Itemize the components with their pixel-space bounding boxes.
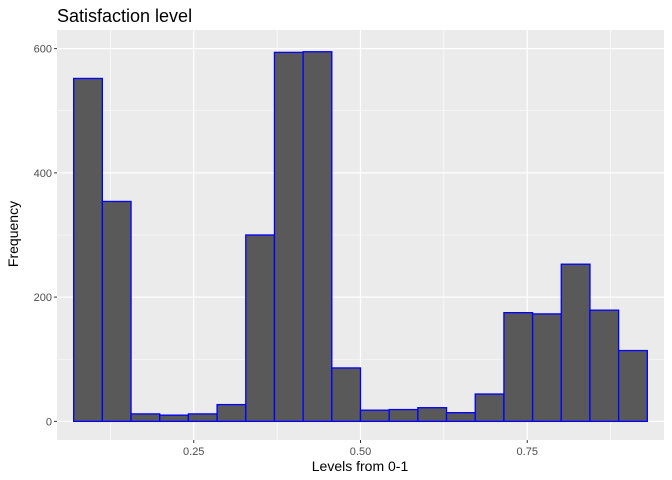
histogram-bar [417, 407, 448, 423]
histogram-bar [73, 77, 104, 423]
y-axis-title: Frequency [5, 201, 21, 267]
histogram-bar [273, 51, 304, 423]
y-tick-label: 0 [46, 416, 52, 428]
histogram-bar [159, 414, 190, 423]
y-axis-ticks: 0 200 400 600 [34, 44, 57, 428]
x-tick-label: 0.25 [183, 446, 204, 458]
histogram-bar [388, 408, 419, 423]
histogram-bar [187, 413, 218, 423]
histogram-bar [101, 200, 132, 423]
histogram-bar [560, 263, 591, 423]
histogram-bar [302, 51, 333, 423]
histogram-bar [589, 309, 620, 423]
x-axis-ticks: 0.25 0.50 0.75 [183, 440, 538, 458]
histogram-bar [617, 349, 648, 423]
histogram-bar [531, 313, 562, 423]
histogram-bar [503, 312, 534, 423]
histogram-bar [474, 393, 505, 423]
histogram-bar [216, 403, 247, 423]
histogram-bars [73, 51, 648, 423]
histogram-bar [331, 367, 362, 423]
y-tick-label: 400 [34, 168, 52, 180]
chart-title: Satisfaction level [57, 6, 192, 26]
y-tick-label: 600 [34, 44, 52, 56]
x-axis-title: Levels from 0-1 [312, 458, 409, 474]
x-tick-label: 0.75 [517, 446, 538, 458]
histogram-bar [445, 412, 476, 423]
y-tick-label: 200 [34, 292, 52, 304]
histogram-bar [130, 413, 161, 423]
x-tick-label: 0.50 [350, 446, 371, 458]
histogram-bar [245, 234, 276, 423]
histogram-bar [359, 409, 390, 423]
